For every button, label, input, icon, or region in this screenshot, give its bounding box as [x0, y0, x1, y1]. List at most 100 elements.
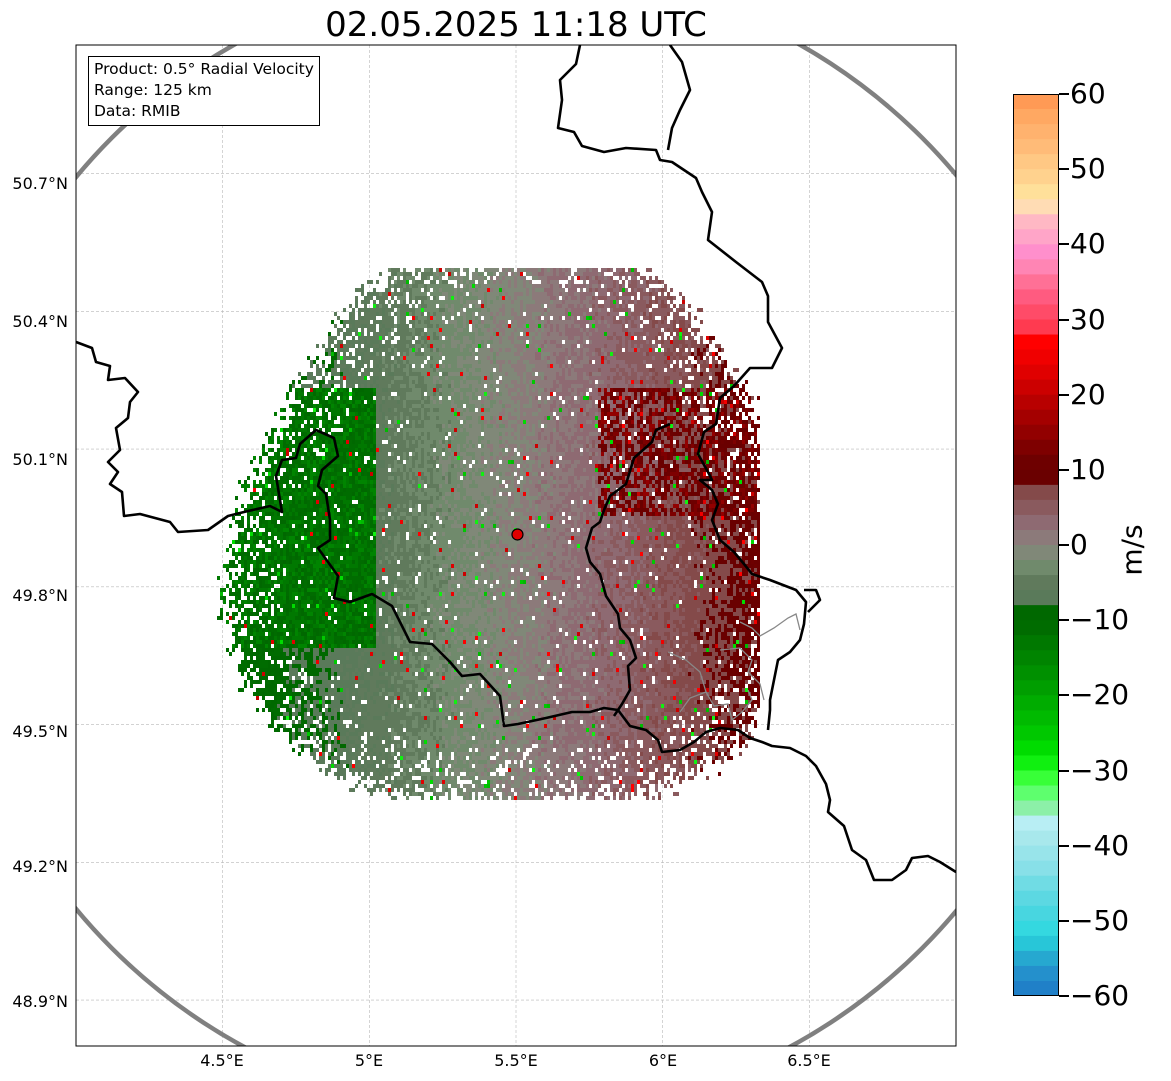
colorbar-tick [1059, 93, 1069, 95]
colorbar-swatch [1013, 364, 1059, 381]
radar-site-marker [511, 528, 524, 541]
border-south [616, 709, 956, 882]
colorbar-tick [1059, 995, 1069, 997]
colorbar-tick-label: −10 [1070, 603, 1130, 637]
colorbar-swatch [1013, 935, 1059, 952]
colorbar-tick-label: −20 [1070, 678, 1130, 712]
colorbar-swatch [1013, 469, 1059, 486]
colorbar-frame [1013, 94, 1059, 996]
colorbar-swatch [1013, 560, 1059, 576]
border-west [76, 340, 619, 728]
colorbar-swatch [1013, 109, 1059, 125]
border-northeast [556, 45, 808, 731]
colorbar-tick [1059, 318, 1069, 321]
colorbar-swatch [1013, 965, 1059, 982]
colorbar-swatch [1013, 770, 1059, 787]
product-info-box: Product: 0.5° Radial Velocity Range: 125 … [88, 56, 320, 126]
colorbar-swatch [1013, 379, 1059, 396]
map-title: 02.05.2025 11:18 UTC [325, 5, 707, 45]
colorbar-swatch [1013, 304, 1059, 321]
colorbar-swatch [1013, 590, 1059, 606]
colorbar-swatch [1013, 319, 1059, 336]
colorbar-swatch [1013, 830, 1059, 847]
colorbar-swatch [1013, 890, 1059, 907]
velocity-echoes [217, 268, 760, 800]
colorbar-swatch [1013, 274, 1059, 291]
colorbar-swatch [1013, 394, 1059, 411]
colorbar-tick [1059, 919, 1069, 922]
colorbar-swatch [1013, 214, 1059, 230]
colorbar-tick [1059, 844, 1069, 847]
colorbar-swatch [1013, 94, 1059, 110]
colorbar-tick [1059, 243, 1069, 246]
colorbar-swatch [1013, 860, 1059, 877]
colorbar-swatch [1013, 665, 1059, 681]
colorbar-swatch [1013, 229, 1059, 245]
colorbar-tick-label: −40 [1070, 828, 1130, 862]
colorbar-swatch [1013, 529, 1059, 546]
colorbar-swatch [1013, 169, 1059, 185]
colorbar-tick-label: 50 [1070, 152, 1106, 186]
colorbar-swatch [1013, 920, 1059, 937]
colorbar-swatch [1013, 755, 1059, 772]
colorbar-swatch [1013, 139, 1059, 155]
colorbar-tick-label: 10 [1070, 452, 1106, 486]
country-borders [76, 45, 956, 882]
lon-tick-label: 5°E [354, 1051, 384, 1070]
colorbar-swatch [1013, 545, 1059, 561]
colorbar-swatch [1013, 710, 1059, 726]
colorbar [1013, 94, 1059, 996]
colorbar-swatch [1013, 620, 1059, 636]
colorbar-swatch [1013, 499, 1059, 516]
colorbar-tick-label: −50 [1070, 903, 1130, 937]
border-east-inner [804, 588, 822, 613]
colorbar-tick-label: 60 [1070, 77, 1106, 110]
colorbar-swatch [1013, 650, 1059, 666]
colorbar-swatch [1013, 154, 1059, 170]
colorbar-tick [1059, 544, 1069, 546]
colorbar-tick [1059, 619, 1069, 622]
info-product: Product: 0.5° Radial Velocity [94, 60, 314, 78]
border-lux-west [584, 422, 671, 717]
colorbar-tick [1059, 769, 1069, 772]
colorbar-swatch [1013, 334, 1059, 351]
colorbar-swatch [1013, 980, 1059, 996]
colorbar-swatch [1013, 514, 1059, 531]
colorbar-tick-label: 20 [1070, 377, 1106, 411]
lon-tick-label: 6.5°E [787, 1051, 831, 1070]
colorbar-tick [1059, 168, 1069, 171]
lat-tick-label: 50.4°N [12, 312, 68, 331]
colorbar-swatch [1013, 740, 1059, 757]
colorbar-swatch [1013, 244, 1059, 260]
lat-tick-label: 49.8°N [12, 586, 68, 605]
plot-frame [75, 44, 957, 1047]
colorbar-tick [1059, 468, 1069, 471]
colorbar-tick-label: −30 [1070, 753, 1130, 787]
colorbar-swatch [1013, 725, 1059, 742]
lon-tick-label: 4.5°E [200, 1051, 244, 1070]
border-north-top [666, 45, 692, 151]
colorbar-tick-label: 0 [1070, 528, 1088, 561]
colorbar-swatch [1013, 424, 1059, 441]
colorbar-swatch [1013, 905, 1059, 922]
colorbar-tick-label: 40 [1070, 227, 1106, 261]
colorbar-swatch [1013, 439, 1059, 456]
colorbar-swatch [1013, 259, 1059, 275]
lat-tick-label: 50.1°N [12, 450, 68, 469]
lat-tick-label: 49.2°N [12, 857, 68, 876]
colorbar-swatch [1013, 454, 1059, 471]
colorbar-swatch [1013, 635, 1059, 651]
colorbar-swatch [1013, 680, 1059, 696]
colorbar-swatch [1013, 575, 1059, 591]
lat-tick-label: 48.9°N [12, 992, 68, 1011]
lat-tick-label: 50.7°N [12, 174, 68, 193]
lon-tick-label: 5.5°E [494, 1051, 538, 1070]
colorbar-swatch [1013, 605, 1059, 621]
colorbar-swatch [1013, 950, 1059, 967]
subdivision-borders [667, 613, 801, 722]
colorbar-tick [1059, 393, 1069, 396]
colorbar-swatch [1013, 800, 1059, 817]
colorbar-swatch [1013, 845, 1059, 862]
colorbar-swatch [1013, 409, 1059, 426]
